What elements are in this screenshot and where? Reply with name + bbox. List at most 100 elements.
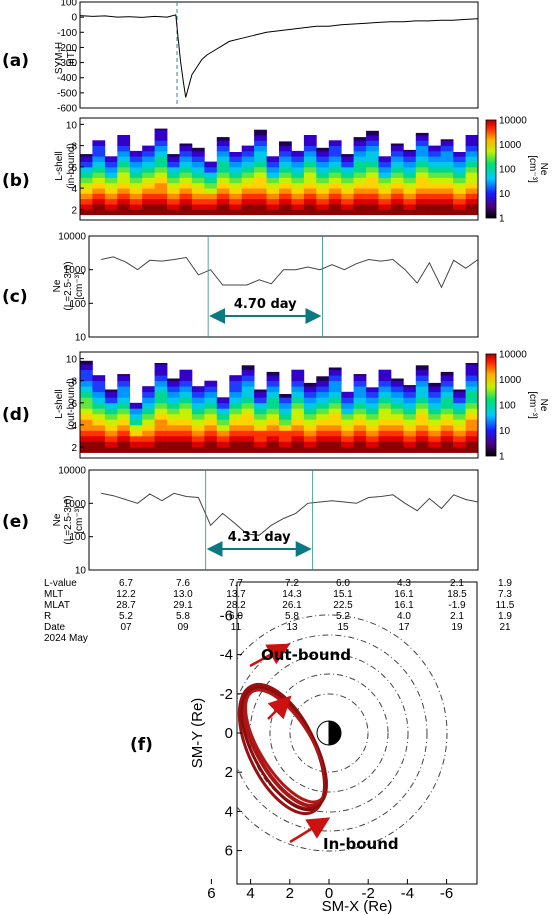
heat-column [291, 369, 305, 453]
heat-cell [291, 380, 305, 387]
heat-cell [328, 408, 342, 415]
heat-cell [378, 447, 392, 453]
heat-cell [92, 435, 106, 442]
heat-cell [390, 145, 404, 152]
heat-cell [415, 397, 429, 404]
heat-cell [453, 193, 466, 200]
heat-column [465, 135, 479, 216]
axes-e [88, 469, 479, 571]
heat-cell [465, 435, 479, 442]
heat-cell [179, 380, 193, 387]
colorbar-tick-label: 10 [499, 426, 511, 437]
heat-cell [291, 161, 305, 168]
heat-cell [328, 150, 342, 157]
heat-cell [179, 391, 193, 398]
heat-cell [341, 430, 354, 437]
heat-cell [279, 441, 292, 448]
heat-cell [167, 156, 180, 162]
heat-cell [179, 402, 193, 409]
heat-cell [129, 424, 143, 431]
heat-cell [117, 386, 131, 393]
heat-cell [303, 408, 317, 415]
axes-a [79, 1, 479, 109]
heat-cell [154, 430, 168, 437]
colorbar-tick-label: 10 [499, 189, 511, 200]
table-cell: 7.2 [285, 578, 299, 589]
heat-cell [266, 424, 280, 431]
heat-cell [129, 402, 143, 409]
heat-cell [291, 177, 305, 184]
heat-cell [378, 188, 392, 194]
heat-cell [92, 386, 106, 393]
heat-cell [167, 447, 180, 453]
heat-cell [92, 402, 106, 409]
heat-cell [92, 172, 106, 178]
panel-f: (f) Out-bound In-bound 6 4 2 0 -2 -4 -6 -6 -4 -2 0… [130, 581, 478, 915]
heat-cell [291, 419, 305, 426]
heat-cell [465, 166, 479, 173]
heat-cell [204, 435, 218, 442]
heat-cell [453, 156, 466, 162]
heat-cell [241, 166, 255, 173]
heat-cell [453, 161, 466, 168]
heat-cell [117, 430, 131, 437]
ytick-label-a: -200 [57, 43, 77, 54]
heat-cell [353, 430, 367, 437]
heat-cell [403, 397, 417, 404]
ylabel-e: Ne [52, 513, 63, 526]
heat-cell [80, 360, 93, 365]
heat-cell [353, 413, 367, 420]
heat-cell [291, 204, 305, 210]
heat-cell [328, 204, 342, 210]
heat-cell [390, 408, 404, 415]
yunit-c: [cm⁻³] [74, 272, 85, 300]
heat-cell [142, 156, 155, 162]
heat-cell [266, 193, 280, 200]
ytick-label-f: -4 [220, 647, 233, 664]
heat-cell [440, 156, 454, 162]
heat-cell [353, 172, 367, 178]
heat-cell [216, 408, 230, 415]
heat-cell [366, 172, 379, 178]
orbit-tracks [237, 682, 328, 816]
heat-cell [80, 375, 93, 382]
heat-cell [80, 413, 93, 420]
heat-cell [80, 364, 93, 370]
heat-cell [254, 193, 267, 200]
heat-cell [266, 177, 280, 184]
heat-cell [465, 397, 479, 404]
heat-cell [366, 424, 379, 431]
heat-cell [204, 177, 218, 184]
table-cell: 7.6 [176, 578, 190, 589]
heat-cell [428, 177, 442, 184]
heat-cell [254, 150, 267, 157]
table-cell: 2.1 [450, 578, 464, 589]
heat-cell [167, 391, 180, 398]
panel-b: (b) L-shell (in-bound) 2 4 6 8 10 10000 1000 1… [2, 116, 549, 225]
heat-cell [241, 156, 255, 162]
heat-cell [440, 166, 454, 173]
panel-label-a: (a) [2, 51, 29, 71]
heat-cell [117, 193, 131, 200]
inbound-label: In-bound [323, 835, 399, 853]
heat-cell [167, 177, 180, 184]
heat-cell [366, 435, 379, 442]
heat-cell [415, 204, 429, 210]
table-row-label: MLT [44, 589, 63, 600]
heat-cell [279, 435, 292, 442]
xtick-label-f: -4 [401, 885, 414, 902]
heat-cell [167, 182, 180, 189]
heat-column [204, 380, 218, 453]
heat-cell [403, 188, 417, 194]
heat-column [453, 389, 466, 453]
heat-cell [353, 435, 367, 442]
heat-cell [415, 150, 429, 157]
heat-cell [353, 188, 367, 194]
heat-cell [403, 209, 417, 216]
heat-cell [303, 182, 317, 189]
heat-cell [465, 188, 479, 194]
interval-label: 4.70 day [234, 297, 297, 312]
heat-cell [191, 188, 205, 194]
heat-cell [328, 209, 342, 216]
heat-cell [142, 182, 155, 189]
